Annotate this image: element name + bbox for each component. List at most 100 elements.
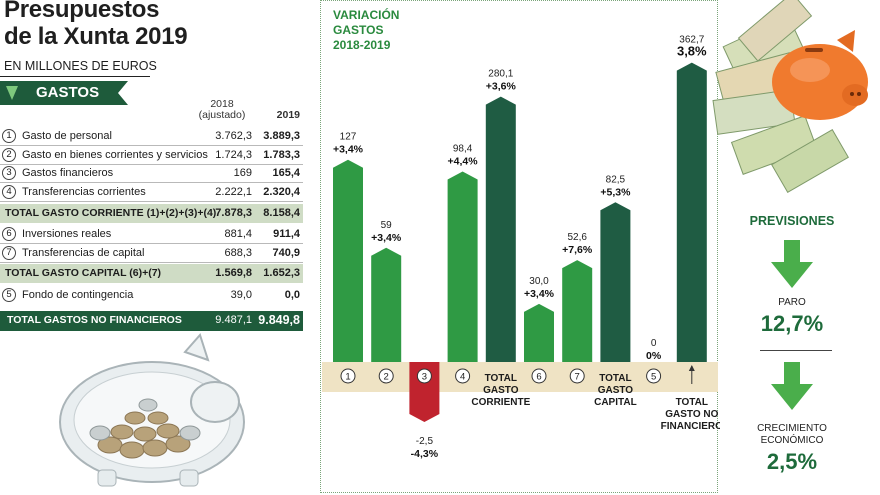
row-value-2019: 3.889,3 [263, 130, 300, 142]
row-label: Inversiones reales [22, 228, 112, 240]
forecast-label-crecimiento-line-1: CRECIMIENTO [757, 423, 827, 434]
bar [562, 260, 593, 362]
row-value-2018: 881,4 [224, 228, 252, 240]
row-label: Gasto de personal [22, 130, 112, 142]
data-label-percent: -4,3% [411, 448, 439, 460]
column-header-2018-note: (ajustado) [198, 109, 246, 121]
table-row: 1 Gasto de personal 3.762,3 3.889,3 [0, 127, 303, 146]
row-value-2018: 2.222,1 [215, 186, 252, 198]
data-label-value: 127 [340, 132, 357, 143]
data-label-value: 362,7 [679, 35, 704, 46]
bar [371, 247, 402, 362]
row-value-2019: 740,9 [272, 247, 300, 259]
row-value-2018: 688,3 [224, 247, 252, 259]
table-row: 3 Gastos financieros 169 165,4 [0, 164, 303, 183]
category-label: CAPITAL [594, 397, 637, 408]
page-subtitle: EN MILLONES DE EUROS [4, 59, 157, 73]
row-value-2018: 3.762,3 [215, 130, 252, 142]
forecast-value-crecimiento: 2,5% [766, 449, 818, 474]
data-label-percent: +5,3% [600, 186, 631, 198]
row-value-2018: 1.569,8 [215, 267, 252, 279]
section-tag: GASTOS [0, 81, 128, 105]
table-total-row: TOTAL GASTOS NO FINANCIEROS 9.487,1 9.849,… [0, 311, 303, 331]
row-value-2019: 9.849,8 [258, 313, 300, 327]
row-number-badge: 3 [2, 166, 16, 180]
category-badge [531, 368, 547, 384]
data-label-percent: +7,6% [562, 244, 593, 256]
data-label-percent: +4,4% [448, 155, 479, 167]
category-label: 6 [536, 372, 541, 383]
row-value-2018: 39,0 [230, 289, 252, 301]
bar [524, 303, 554, 362]
table-total-row: TOTAL GASTO CORRIENTE (1)+(2)+(3)+(4) 7.8… [0, 204, 303, 223]
category-label: 7 [575, 372, 580, 383]
category-badge [416, 368, 432, 384]
row-value-2019: 1.652,3 [263, 267, 300, 279]
row-label: TOTAL GASTO CAPITAL (6)+(7) [5, 267, 162, 279]
row-label: Fondo de contingencia [22, 289, 134, 301]
row-number-badge: 2 [2, 148, 16, 162]
row-number-badge: 5 [2, 288, 16, 302]
bar [447, 171, 478, 362]
chart-title: VARIACIÓN GASTOS 2018-2019 [333, 8, 399, 53]
table-row: 2 Gasto en bienes corrientes y servicios 1… [0, 146, 303, 165]
row-value-2018: 1.724,3 [215, 149, 252, 161]
piggy-bank-illustration [59, 333, 245, 487]
table-total-row: TOTAL GASTO CAPITAL (6)+(7) 1.569,8 1.652,… [0, 264, 303, 283]
category-label: 1 [345, 372, 350, 383]
down-arrow-icon [771, 362, 813, 410]
chart-title-line-1: VARIACIÓN [333, 8, 400, 22]
row-value-2019: 2.320,4 [263, 186, 300, 198]
forecast-value-paro: 12,7% [760, 311, 824, 336]
category-label: 3 [422, 372, 427, 383]
category-label: GASTO [598, 385, 634, 396]
data-label-percent: 0% [646, 350, 662, 362]
row-number-badge: 1 [2, 129, 16, 143]
data-label-value: 0 [651, 338, 657, 349]
data-label-value: -2,5 [416, 436, 434, 447]
bar [600, 202, 631, 362]
category-pointer-head [688, 365, 695, 371]
chart-title-line-3: 2018-2019 [333, 38, 391, 52]
category-label: 2 [384, 372, 389, 383]
row-number-badge: 4 [2, 185, 16, 199]
column-header-2019: 2019 [276, 109, 300, 121]
table-row: 7 Transferencias de capital 688,3 740,9 [0, 244, 303, 263]
forecasts-title: PREVISIONES [749, 214, 835, 228]
row-label: Gastos financieros [22, 167, 114, 179]
forecast-label-crecimiento-line-2: ECONÓMICO [760, 435, 824, 446]
category-badge [646, 368, 662, 384]
row-value-2018: 9.487,1 [215, 314, 252, 326]
page-title: Presupuestos de la Xunta 2019 [4, 0, 188, 50]
data-label-percent: +3,6% [486, 81, 517, 93]
category-label: TOTAL [485, 373, 517, 384]
bar [409, 362, 440, 422]
row-value-2019: 1.783,3 [263, 149, 300, 161]
bar-chart: 127+3,4%159+3,4%2-2,5-4,3%398,4+4,4%4280… [322, 35, 720, 460]
row-number-badge: 7 [2, 246, 16, 260]
category-badge [569, 368, 585, 384]
row-label: TOTAL GASTO CORRIENTE (1)+(2)+(3)+(4) [5, 207, 217, 219]
category-label: TOTAL [599, 373, 631, 384]
forecast-divider [760, 350, 832, 351]
row-label: TOTAL GASTOS NO FINANCIEROS [7, 314, 182, 326]
data-label-value: 52,6 [567, 232, 587, 243]
data-label-value: 30,0 [529, 276, 549, 287]
category-label: GASTO [483, 385, 519, 396]
row-label: Transferencias de capital [22, 247, 145, 259]
category-label: FINANCIERO [661, 421, 720, 432]
down-arrow-icon [771, 240, 813, 288]
data-label-percent: 3,8% [677, 44, 707, 59]
category-label: GASTO NO [665, 409, 718, 420]
bar [333, 159, 363, 362]
table-row: 4 Transferencias corrientes 2.222,1 2.320,4 [0, 183, 303, 202]
piggy-bank-money-illustration [712, 0, 868, 194]
column-header-2018-year: 2018 [210, 98, 234, 110]
chart-frame [320, 0, 718, 493]
row-number-badge: 6 [2, 227, 16, 241]
subtitle-rule [0, 76, 150, 77]
forecast-label-paro: PARO [738, 297, 846, 309]
title-line-2: de la Xunta 2019 [4, 23, 188, 50]
row-value-2019: 165,4 [272, 167, 300, 179]
forecast-label-paro-line-1: PARO [778, 297, 806, 308]
